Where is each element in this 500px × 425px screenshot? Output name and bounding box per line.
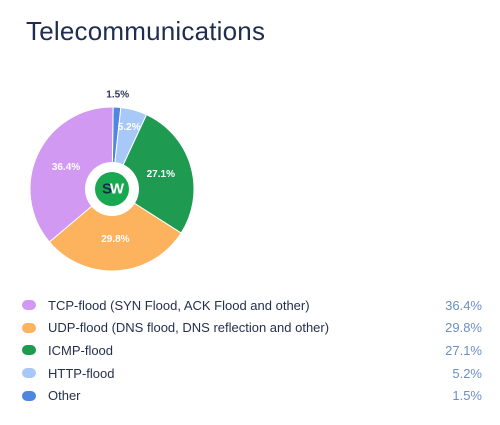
slice-label: 27.1% bbox=[147, 169, 175, 180]
legend-item: Other 1.5% bbox=[20, 384, 482, 407]
pie-slice bbox=[111, 113, 195, 234]
slice-label: 29.8% bbox=[101, 234, 129, 245]
legend-value: 29.8% bbox=[445, 320, 482, 336]
pie-chart-svg: 1.5% 5.2% 27.1% 29.8% 36.4% S W bbox=[29, 90, 195, 272]
legend-swatch bbox=[22, 390, 36, 401]
center-logo: S W bbox=[85, 162, 139, 216]
legend-item: UDP-flood (DNS flood, DNS reflection and… bbox=[20, 317, 482, 340]
legend-item: HTTP-flood 5.2% bbox=[20, 362, 482, 385]
chart-title: Telecommunications bbox=[26, 16, 266, 46]
pie-slice bbox=[48, 188, 182, 272]
legend-label: Other bbox=[48, 388, 81, 404]
legend-label: TCP-flood (SYN Flood, ACK Flood and othe… bbox=[48, 297, 310, 313]
legend-swatch bbox=[22, 322, 36, 333]
legend-item: TCP-flood (SYN Flood, ACK Flood and othe… bbox=[20, 294, 482, 317]
legend: TCP-flood (SYN Flood, ACK Flood and othe… bbox=[20, 294, 482, 407]
legend-value: 27.1% bbox=[445, 342, 482, 358]
legend-label: UDP-flood (DNS flood, DNS reflection and… bbox=[48, 320, 330, 336]
legend-swatch bbox=[22, 368, 36, 379]
legend-value: 5.2% bbox=[452, 365, 482, 381]
slice-label: 36.4% bbox=[52, 162, 80, 173]
legend-value: 1.5% bbox=[452, 388, 482, 404]
logo-letter-s: S bbox=[102, 181, 112, 198]
pie-chart: 1.5% 5.2% 27.1% 29.8% 36.4% S W bbox=[0, 70, 230, 290]
legend-item: ICMP-flood 27.1% bbox=[20, 339, 482, 362]
legend-label: ICMP-flood bbox=[48, 342, 114, 358]
slice-label: 5.2% bbox=[118, 122, 141, 133]
logo-letter-w: W bbox=[110, 181, 125, 198]
slice-label: 1.5% bbox=[106, 90, 129, 101]
legend-swatch bbox=[22, 345, 36, 356]
legend-value: 36.4% bbox=[445, 297, 482, 313]
legend-label: HTTP-flood bbox=[48, 365, 115, 381]
legend-swatch bbox=[22, 300, 36, 311]
pie-slice bbox=[29, 106, 114, 243]
logo-icon bbox=[95, 172, 129, 206]
